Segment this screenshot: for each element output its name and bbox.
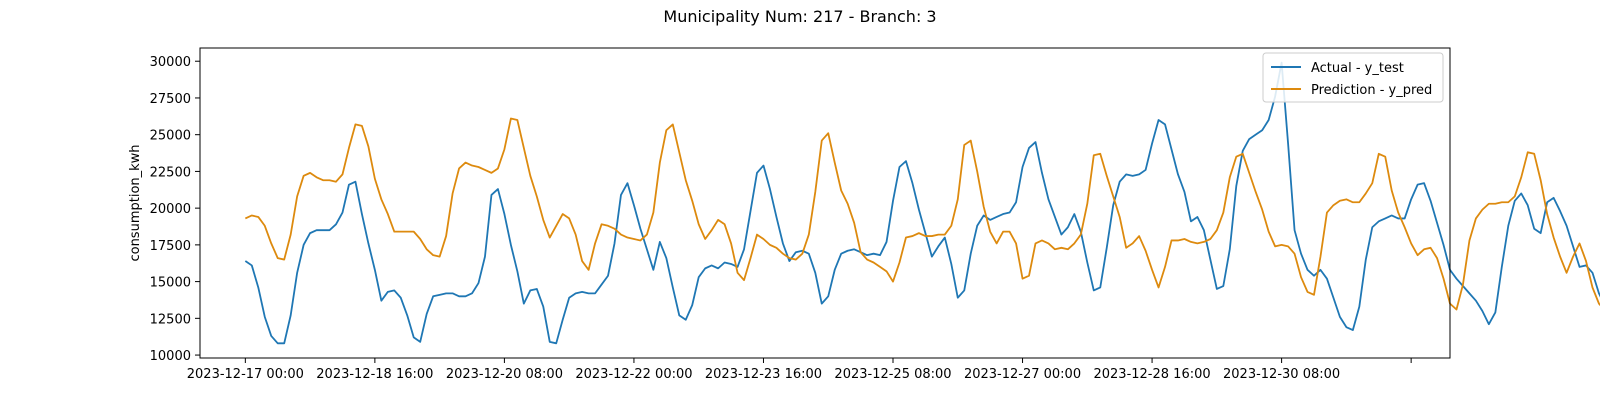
- axes-frame: [199, 47, 1451, 359]
- legend-box: [1262, 52, 1444, 103]
- x-tick-label: 2023-12-28 16:00: [1093, 367, 1210, 382]
- series-line-actual: [244, 61, 1600, 345]
- x-tick-label: 2023-12-27 00:00: [964, 367, 1081, 382]
- y-tick-label: 30000: [150, 55, 191, 70]
- y-tick-label: 20000: [150, 202, 191, 217]
- x-tick-label: 2023-12-30 08:00: [1223, 367, 1340, 382]
- series-layer: [244, 61, 1600, 345]
- legend: Actual - y_test Prediction - y_pred: [1262, 52, 1444, 103]
- chart-title: Municipality Num: 217 - Branch: 3: [663, 7, 936, 26]
- y-tick-label: 17500: [150, 239, 191, 254]
- y-tick-label: 22500: [150, 165, 191, 180]
- y-tick-label: 25000: [150, 129, 191, 144]
- x-tick-label: 2023-12-25 08:00: [834, 367, 951, 382]
- y-axis-label: consumption_kwh: [128, 144, 143, 261]
- x-tick-label: 2023-12-22 00:00: [575, 367, 692, 382]
- y-tick-label: 10000: [150, 349, 191, 364]
- x-tick-label: 2023-12-17 00:00: [187, 367, 304, 382]
- legend-label-actual: Actual - y_test: [1311, 61, 1404, 76]
- x-tick-label: 2023-12-23 16:00: [705, 367, 822, 382]
- axis-layer: 10000 12500 15000 17500 20000 22500 25000 27500…: [150, 55, 1412, 382]
- x-tick-label: 2023-12-18 16:00: [316, 367, 433, 382]
- y-tick-label: 15000: [150, 276, 191, 291]
- y-tick-label: 27500: [150, 92, 191, 107]
- series-line-prediction: [244, 117, 1600, 311]
- x-tick-label: 2023-12-20 08:00: [446, 367, 563, 382]
- legend-label-prediction: Prediction - y_pred: [1311, 83, 1432, 98]
- y-tick-label: 12500: [150, 312, 191, 327]
